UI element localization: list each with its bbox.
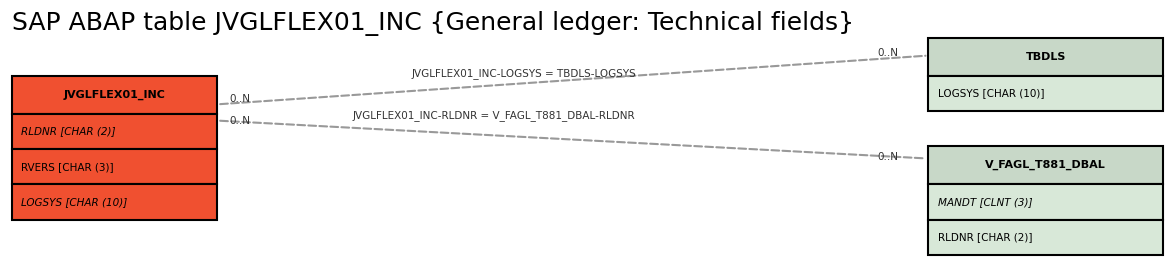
Text: JVGLFLEX01_INC-RLDNR = V_FAGL_T881_DBAL-RLDNR: JVGLFLEX01_INC-RLDNR = V_FAGL_T881_DBAL-… (352, 110, 636, 121)
FancyBboxPatch shape (928, 184, 1163, 220)
Text: TBDLS: TBDLS (1026, 52, 1066, 62)
Text: 0..N: 0..N (878, 152, 899, 162)
Text: 0..N: 0..N (229, 94, 250, 104)
Text: RVERS [CHAR (3)]: RVERS [CHAR (3)] (21, 162, 114, 172)
FancyBboxPatch shape (928, 220, 1163, 255)
Text: SAP ABAP table JVGLFLEX01_INC {General ledger: Technical fields}: SAP ABAP table JVGLFLEX01_INC {General l… (12, 11, 854, 36)
FancyBboxPatch shape (928, 146, 1163, 184)
Text: MANDT [CLNT (3)]: MANDT [CLNT (3)] (938, 197, 1032, 207)
Text: LOGSYS [CHAR (10)]: LOGSYS [CHAR (10)] (938, 89, 1045, 98)
FancyBboxPatch shape (12, 184, 217, 220)
Text: RLDNR [CHAR (2)]: RLDNR [CHAR (2)] (21, 127, 115, 136)
Text: LOGSYS [CHAR (10)]: LOGSYS [CHAR (10)] (21, 197, 127, 207)
FancyBboxPatch shape (928, 38, 1163, 76)
FancyBboxPatch shape (12, 149, 217, 184)
Text: JVGLFLEX01_INC: JVGLFLEX01_INC (63, 90, 166, 100)
Text: 0..N: 0..N (229, 116, 250, 125)
Text: 0..N: 0..N (878, 48, 899, 58)
FancyBboxPatch shape (12, 76, 217, 114)
Text: JVGLFLEX01_INC-LOGSYS = TBDLS-LOGSYS: JVGLFLEX01_INC-LOGSYS = TBDLS-LOGSYS (411, 68, 636, 79)
FancyBboxPatch shape (12, 114, 217, 149)
Text: V_FAGL_T881_DBAL: V_FAGL_T881_DBAL (986, 160, 1106, 170)
FancyBboxPatch shape (928, 76, 1163, 111)
Text: RLDNR [CHAR (2)]: RLDNR [CHAR (2)] (938, 232, 1032, 242)
